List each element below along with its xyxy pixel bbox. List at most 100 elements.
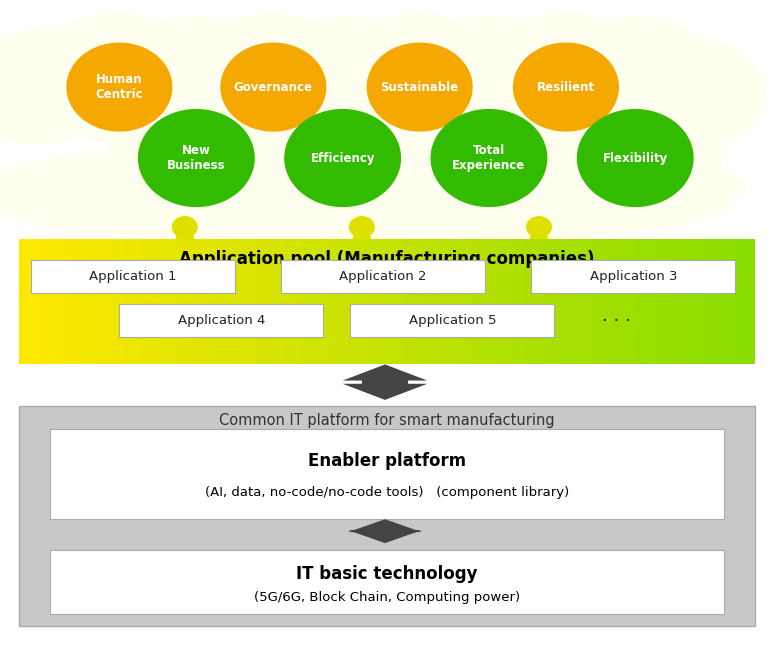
Bar (52, 239, 57, 364)
Bar (641, 239, 645, 364)
Bar (567, 239, 571, 364)
Bar (670, 239, 675, 364)
Bar (560, 239, 564, 364)
Bar (479, 239, 484, 364)
Bar (655, 239, 660, 364)
Bar (685, 239, 689, 364)
Bar (196, 239, 200, 364)
Ellipse shape (400, 16, 578, 145)
Bar (582, 239, 586, 364)
Text: Application 3: Application 3 (590, 270, 677, 283)
Bar (34, 239, 38, 364)
Bar (306, 239, 310, 364)
Bar (744, 239, 748, 364)
Circle shape (176, 232, 193, 246)
Bar (593, 239, 598, 364)
Bar (189, 239, 192, 364)
Bar (519, 239, 524, 364)
Bar (321, 239, 325, 364)
Bar (284, 239, 289, 364)
Bar (276, 239, 281, 364)
Ellipse shape (108, 16, 285, 145)
Ellipse shape (620, 39, 766, 148)
Bar (574, 239, 579, 364)
Bar (141, 239, 145, 364)
Bar (516, 239, 520, 364)
Bar (688, 239, 693, 364)
Text: · · ·: · · · (601, 312, 631, 330)
Bar (589, 239, 594, 364)
FancyBboxPatch shape (531, 260, 735, 293)
Bar (608, 239, 612, 364)
Bar (494, 239, 498, 364)
Circle shape (431, 110, 547, 206)
Bar (424, 239, 428, 364)
Bar (427, 239, 432, 364)
Bar (148, 239, 152, 364)
Text: New
Business: New Business (167, 144, 226, 172)
Text: Flexibility: Flexibility (603, 152, 668, 164)
Bar (85, 239, 90, 364)
Bar (324, 239, 329, 364)
Bar (137, 239, 142, 364)
Circle shape (172, 217, 197, 237)
Text: Application 1: Application 1 (89, 270, 176, 283)
Bar (398, 239, 403, 364)
Bar (402, 239, 406, 364)
Bar (369, 239, 373, 364)
Text: Total
Experience: Total Experience (452, 144, 526, 172)
Bar (19, 239, 24, 364)
Bar (199, 239, 204, 364)
Text: (AI, data, no-code/no-code tools)   (component library): (AI, data, no-code/no-code tools) (compo… (205, 486, 569, 499)
Bar (233, 239, 237, 364)
Bar (144, 239, 149, 364)
Bar (442, 239, 447, 364)
Bar (674, 239, 678, 364)
Ellipse shape (477, 13, 654, 142)
Bar (156, 239, 159, 364)
Bar (545, 239, 550, 364)
Bar (185, 239, 189, 364)
Bar (71, 239, 75, 364)
Text: Common IT platform for smart manufacturing: Common IT platform for smart manufacturi… (219, 413, 554, 428)
Bar (270, 239, 273, 364)
Bar (372, 239, 377, 364)
Bar (435, 239, 439, 364)
Text: IT basic technology: IT basic technology (296, 565, 477, 583)
Bar (255, 239, 259, 364)
Bar (236, 239, 240, 364)
Bar (89, 239, 94, 364)
Bar (122, 239, 126, 364)
Bar (663, 239, 667, 364)
FancyBboxPatch shape (31, 260, 235, 293)
Ellipse shape (547, 16, 724, 145)
Bar (541, 239, 546, 364)
Bar (740, 239, 745, 364)
Bar (96, 239, 101, 364)
Bar (225, 239, 229, 364)
Bar (611, 239, 616, 364)
Bar (222, 239, 226, 364)
Circle shape (285, 110, 400, 206)
Bar (471, 239, 476, 364)
Bar (556, 239, 561, 364)
Bar (295, 239, 300, 364)
Bar (192, 239, 196, 364)
Ellipse shape (262, 16, 439, 145)
Text: Application 4: Application 4 (178, 314, 265, 327)
Bar (729, 239, 733, 364)
Bar (303, 239, 306, 364)
Bar (523, 239, 527, 364)
Bar (310, 239, 314, 364)
Bar (266, 239, 270, 364)
Bar (475, 239, 480, 364)
Ellipse shape (185, 13, 362, 142)
Bar (129, 239, 134, 364)
Circle shape (67, 43, 172, 131)
Bar (104, 239, 109, 364)
Bar (483, 239, 487, 364)
Bar (651, 239, 656, 364)
Bar (497, 239, 502, 364)
Bar (464, 239, 469, 364)
Text: Governance: Governance (234, 81, 313, 94)
